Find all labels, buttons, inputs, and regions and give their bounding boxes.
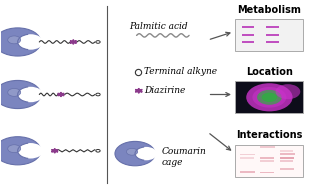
- FancyBboxPatch shape: [240, 171, 255, 173]
- FancyBboxPatch shape: [280, 150, 293, 152]
- Circle shape: [262, 93, 277, 102]
- Circle shape: [115, 141, 155, 166]
- FancyBboxPatch shape: [236, 81, 303, 113]
- FancyBboxPatch shape: [260, 157, 274, 159]
- Text: cage: cage: [161, 159, 183, 167]
- Circle shape: [0, 137, 41, 165]
- Circle shape: [96, 93, 100, 96]
- FancyBboxPatch shape: [266, 26, 279, 28]
- Polygon shape: [70, 40, 76, 44]
- Polygon shape: [51, 149, 58, 153]
- FancyBboxPatch shape: [260, 146, 275, 148]
- FancyBboxPatch shape: [236, 145, 303, 177]
- FancyBboxPatch shape: [241, 26, 254, 28]
- FancyBboxPatch shape: [280, 157, 294, 159]
- Circle shape: [0, 81, 41, 108]
- Circle shape: [252, 87, 286, 108]
- Polygon shape: [135, 88, 142, 93]
- Text: Terminal alkyne: Terminal alkyne: [144, 67, 217, 77]
- Polygon shape: [58, 92, 64, 97]
- Text: Diazirine: Diazirine: [144, 86, 186, 95]
- Circle shape: [18, 143, 43, 159]
- FancyBboxPatch shape: [241, 34, 254, 36]
- Text: Coumarin: Coumarin: [161, 147, 206, 156]
- FancyBboxPatch shape: [241, 41, 254, 43]
- FancyBboxPatch shape: [280, 153, 295, 155]
- Circle shape: [8, 145, 21, 153]
- FancyBboxPatch shape: [260, 160, 274, 162]
- Circle shape: [18, 87, 43, 102]
- Circle shape: [8, 36, 21, 44]
- Text: Location: Location: [246, 67, 293, 77]
- FancyBboxPatch shape: [240, 157, 254, 159]
- Circle shape: [275, 84, 300, 99]
- Circle shape: [96, 149, 100, 152]
- FancyBboxPatch shape: [236, 19, 303, 51]
- Circle shape: [246, 83, 293, 111]
- FancyBboxPatch shape: [266, 41, 279, 43]
- FancyBboxPatch shape: [260, 172, 274, 173]
- Circle shape: [135, 147, 157, 160]
- FancyBboxPatch shape: [280, 160, 293, 162]
- Circle shape: [126, 148, 138, 155]
- Circle shape: [0, 28, 41, 56]
- Circle shape: [257, 90, 282, 105]
- Text: Palmitic acid: Palmitic acid: [129, 22, 188, 30]
- Circle shape: [18, 34, 43, 50]
- FancyBboxPatch shape: [240, 154, 255, 155]
- Circle shape: [8, 88, 21, 96]
- Text: Metabolism: Metabolism: [237, 5, 301, 15]
- FancyBboxPatch shape: [280, 168, 294, 170]
- Circle shape: [96, 41, 100, 43]
- Text: Interactions: Interactions: [236, 130, 303, 140]
- FancyBboxPatch shape: [266, 34, 279, 36]
